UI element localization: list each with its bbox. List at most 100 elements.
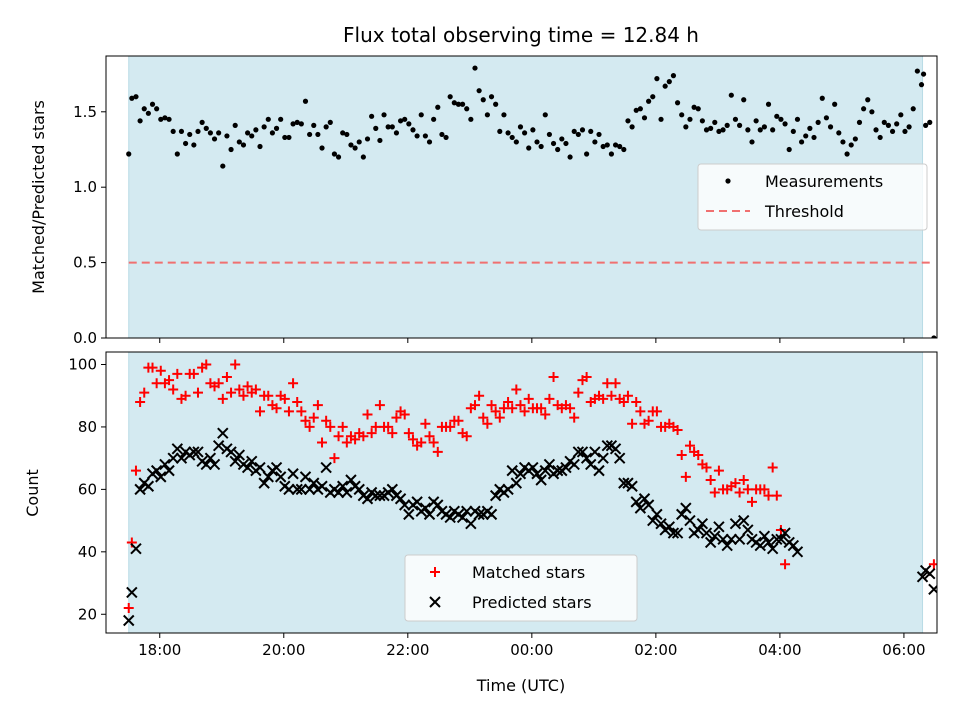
measurement-point — [216, 130, 222, 136]
measurement-point — [253, 127, 259, 133]
measurement-point — [584, 151, 590, 157]
predicted-star-point — [217, 427, 229, 439]
matched-star-point — [250, 384, 261, 395]
predicted-star-point — [675, 508, 688, 521]
matched-star-point — [432, 446, 443, 457]
matched-star-point — [374, 400, 385, 411]
legend-marker — [429, 596, 441, 608]
matched-star-point — [672, 425, 683, 436]
predicted-star-point — [667, 527, 680, 539]
measurement-point — [646, 98, 652, 104]
matched-star-point — [391, 412, 402, 423]
measurement-point — [679, 112, 685, 118]
predicted-star-point — [704, 536, 717, 549]
matched-star-point — [221, 371, 232, 382]
measurement-point — [774, 113, 780, 119]
measurement-point — [894, 121, 900, 127]
measurement-point — [612, 142, 619, 148]
matched-star-point — [598, 393, 609, 404]
predicted-star-point — [303, 483, 316, 496]
matched-star-point — [407, 434, 418, 445]
matched-star-point — [581, 371, 592, 382]
matched-star-point — [255, 406, 266, 417]
measurement-point — [724, 122, 730, 128]
matched-star-point — [713, 465, 724, 476]
predicted-star-point — [638, 493, 651, 505]
measurement-point — [803, 133, 809, 139]
measurement-point — [435, 104, 441, 110]
measurement-point — [844, 151, 850, 157]
predicted-star-point — [192, 446, 204, 458]
measurement-point — [170, 128, 176, 135]
matched-star-point — [928, 559, 937, 570]
measurement-point — [476, 88, 482, 94]
measurement-point — [600, 143, 606, 150]
measurement-point — [898, 112, 904, 118]
measurement-point — [418, 112, 424, 118]
measurement-point — [522, 130, 528, 136]
matched-star-point — [329, 453, 340, 464]
matched-star-point — [618, 396, 629, 407]
measurement-point — [716, 128, 722, 135]
measurement-point — [178, 128, 185, 135]
matched-star-point — [453, 415, 464, 426]
measurement-point — [902, 128, 908, 135]
measurement-point — [873, 127, 879, 133]
predicted-star-point — [241, 461, 254, 474]
predicted-star-point — [642, 499, 655, 511]
matched-star-point — [292, 396, 303, 407]
predicted-star-point — [535, 474, 547, 486]
measurement-point — [451, 100, 457, 106]
matched-star-point — [213, 378, 224, 389]
measurement-point — [501, 112, 507, 118]
measurement-point — [126, 151, 132, 157]
plot-area — [126, 65, 937, 338]
matched-star-point — [569, 412, 580, 423]
matched-star-point — [147, 362, 158, 373]
x-tick-label: 00:00 — [510, 641, 553, 659]
measurement-point — [848, 142, 854, 148]
measurement-point — [550, 140, 557, 147]
measurement-point — [290, 121, 296, 127]
measurement-point — [207, 130, 213, 136]
measurement-point — [530, 127, 536, 133]
measurement-point — [658, 116, 664, 122]
measurement-point — [166, 116, 172, 122]
predicted-star-point — [308, 477, 320, 489]
predicted-star-point — [527, 461, 539, 474]
predicted-star-point — [738, 514, 750, 527]
legend-marker — [725, 178, 731, 184]
matched-star-point — [337, 421, 348, 432]
matched-star-point — [780, 559, 791, 570]
measurement-point — [141, 106, 147, 112]
matched-star-point — [172, 368, 183, 379]
matched-star-point — [635, 406, 646, 417]
matched-star-point — [503, 396, 514, 407]
measurement-point — [749, 139, 755, 145]
predicted-star-point — [700, 527, 713, 539]
predicted-star-point — [171, 443, 184, 455]
measurement-point — [683, 124, 689, 130]
predicted-star-point — [560, 461, 572, 474]
predicted-star-point — [754, 539, 766, 552]
predicted-star-point — [721, 539, 733, 552]
measurement-point — [604, 142, 610, 148]
predicted-star-point — [283, 483, 295, 496]
matched-star-point — [684, 440, 695, 451]
predicted-star-point — [456, 511, 469, 524]
predicted-star-point — [655, 518, 667, 530]
measurement-point — [827, 124, 834, 130]
matched-star-point — [279, 393, 290, 404]
predicted-star-point — [142, 480, 155, 492]
measurement-point — [629, 124, 635, 130]
y-tick-label: 1.0 — [73, 178, 97, 196]
predicted-star-point — [200, 458, 212, 471]
y-axis-label-ratio: Matched/Predicted stars — [29, 100, 48, 294]
measurement-point — [459, 101, 466, 107]
predicted-star-point — [246, 455, 258, 467]
measurement-point — [588, 128, 594, 135]
predicted-star-point — [506, 464, 518, 477]
predicted-star-point — [758, 530, 771, 542]
matched-star-point — [192, 387, 203, 398]
